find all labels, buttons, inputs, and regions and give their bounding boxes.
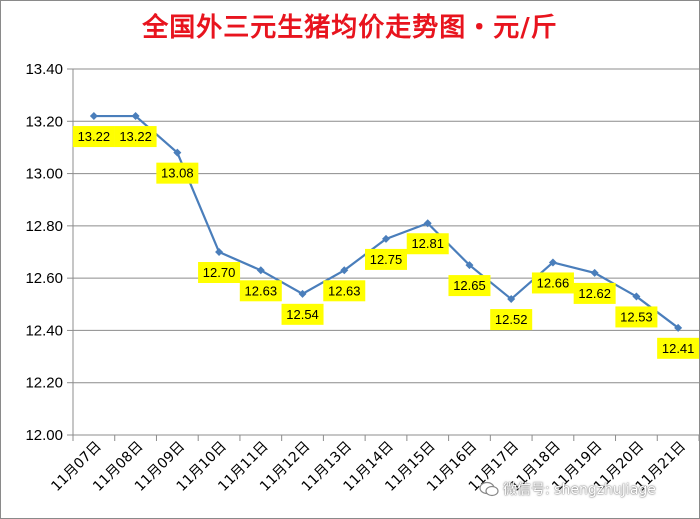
data-label: 13.22 — [119, 129, 152, 144]
data-label-box — [615, 306, 658, 328]
data-label: 12.54 — [286, 307, 319, 322]
data-point — [674, 323, 683, 332]
y-tick-label: 12.00 — [25, 427, 63, 444]
chart-title: 全国外三元生猪均价走势图・元/斤 — [142, 13, 558, 43]
data-label-box — [490, 309, 533, 331]
y-tick-label: 13.40 — [25, 61, 63, 78]
data-point — [173, 148, 182, 157]
watermark-text: 微信号: shengzhuJiage — [503, 482, 656, 498]
y-tick-label: 12.80 — [25, 218, 63, 235]
data-label: 12.81 — [411, 236, 444, 251]
data-label-box — [114, 126, 157, 148]
y-tick-label: 12.40 — [25, 322, 63, 339]
data-label-box — [323, 280, 366, 302]
data-label: 12.66 — [537, 275, 570, 290]
data-point — [632, 292, 641, 301]
data-label-box — [239, 280, 282, 302]
data-label: 13.22 — [78, 129, 111, 144]
data-label: 12.63 — [245, 283, 278, 298]
y-tick-label: 13.00 — [25, 166, 63, 183]
data-point — [131, 112, 140, 121]
data-label-box — [573, 282, 616, 304]
data-label: 12.63 — [328, 283, 361, 298]
data-point — [590, 268, 599, 277]
data-point — [548, 258, 557, 267]
data-label-box — [448, 275, 491, 297]
data-label-box — [281, 303, 324, 325]
data-point — [507, 295, 516, 304]
data-label-box — [365, 248, 407, 270]
data-label: 12.70 — [203, 265, 236, 280]
data-label: 13.08 — [161, 166, 194, 181]
data-label-box — [531, 272, 574, 294]
data-label: 12.62 — [578, 286, 611, 301]
data-label: 12.52 — [495, 312, 528, 327]
data-point — [382, 234, 390, 243]
data-label-box — [198, 262, 241, 283]
data-label-box — [657, 337, 699, 359]
data-label: 12.41 — [662, 341, 695, 356]
y-tick-label: 12.20 — [25, 375, 63, 392]
data-label: 12.75 — [370, 252, 403, 267]
wechat-icon — [479, 481, 499, 497]
y-tick-label: 13.20 — [25, 113, 63, 130]
data-point — [465, 261, 474, 270]
data-label-box — [72, 126, 115, 148]
data-point — [298, 289, 307, 298]
watermark: 微信号: shengzhuJiage — [479, 479, 656, 499]
data-point — [340, 266, 349, 275]
data-point — [423, 219, 432, 228]
data-label-box — [406, 233, 449, 255]
data-point — [215, 248, 224, 256]
data-label: 12.65 — [453, 278, 486, 293]
data-label: 12.53 — [620, 309, 653, 324]
data-label-box — [156, 162, 199, 184]
data-point — [256, 266, 265, 275]
data-point — [89, 112, 98, 121]
y-tick-label: 12.60 — [25, 270, 63, 287]
